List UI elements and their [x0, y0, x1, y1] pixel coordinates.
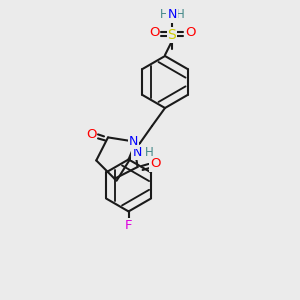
Text: N: N — [129, 135, 138, 148]
Text: O: O — [185, 26, 195, 40]
Text: F: F — [125, 219, 132, 232]
Text: N: N — [167, 8, 177, 22]
Text: H: H — [145, 146, 153, 158]
Text: O: O — [149, 26, 159, 40]
Text: O: O — [86, 128, 96, 141]
Text: O: O — [150, 158, 161, 170]
Text: N: N — [132, 146, 142, 158]
Text: H: H — [160, 8, 168, 22]
Text: H: H — [176, 8, 184, 22]
Text: S: S — [168, 28, 176, 42]
